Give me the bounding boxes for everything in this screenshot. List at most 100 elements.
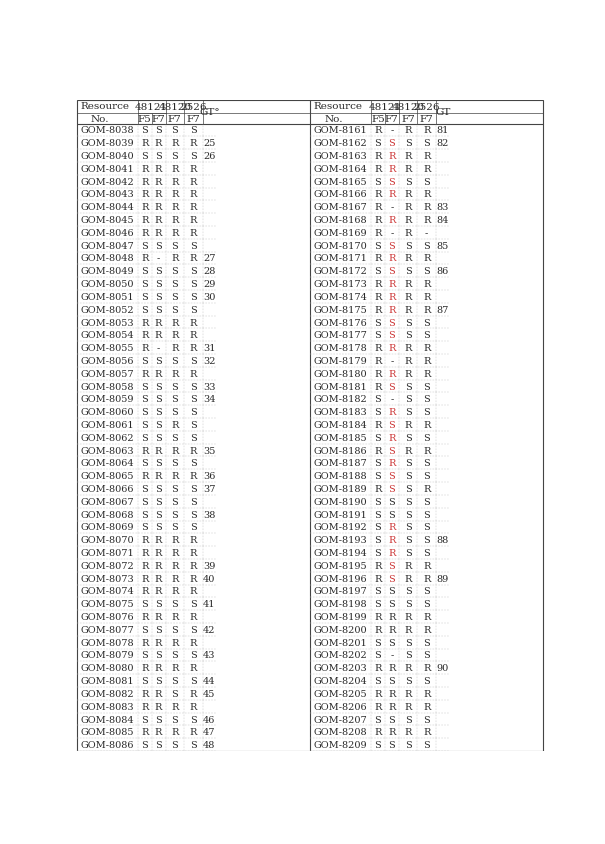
Text: R: R (423, 574, 430, 583)
Text: R: R (374, 574, 382, 583)
Text: GOM-8061: GOM-8061 (80, 420, 134, 430)
Text: R: R (388, 433, 396, 442)
Text: R: R (374, 446, 382, 455)
Text: 26: 26 (203, 152, 215, 161)
Text: R: R (171, 549, 178, 557)
Text: S: S (190, 267, 197, 276)
Text: GOM-8200: GOM-8200 (314, 625, 367, 634)
Text: 84: 84 (436, 216, 449, 225)
Text: S: S (388, 446, 395, 455)
Text: S: S (405, 408, 411, 417)
Text: S: S (171, 740, 178, 749)
Text: S: S (405, 484, 411, 494)
Text: F7: F7 (168, 115, 182, 123)
Text: S: S (424, 395, 430, 404)
Text: GOM-8174: GOM-8174 (314, 293, 368, 301)
Text: S: S (405, 651, 411, 660)
Text: GOM-8079: GOM-8079 (80, 651, 134, 660)
Text: R: R (155, 318, 162, 327)
Text: S: S (190, 306, 197, 314)
Text: S: S (374, 549, 381, 557)
Text: S: S (190, 420, 197, 430)
Text: S: S (405, 587, 411, 596)
Text: R: R (404, 702, 412, 711)
Text: S: S (171, 484, 178, 494)
Text: GOM-8176: GOM-8176 (314, 318, 368, 327)
Text: S: S (171, 356, 178, 365)
Text: R: R (374, 216, 382, 225)
Text: S: S (141, 522, 148, 532)
Text: S: S (374, 318, 381, 327)
Text: R: R (423, 356, 430, 365)
Text: S: S (388, 574, 395, 583)
Text: S: S (190, 740, 197, 749)
Text: R: R (423, 561, 430, 571)
Text: GOM-8078: GOM-8078 (80, 638, 134, 647)
Text: S: S (190, 484, 197, 494)
Text: R: R (155, 574, 162, 583)
Text: S: S (171, 510, 178, 519)
Text: R: R (404, 446, 412, 455)
Text: R: R (190, 587, 197, 596)
Text: S: S (405, 510, 411, 519)
Text: R: R (423, 127, 430, 135)
Text: R: R (190, 370, 197, 378)
Text: GOM-8191: GOM-8191 (314, 510, 368, 519)
Text: GT°: GT° (199, 108, 220, 117)
Text: S: S (171, 497, 178, 506)
Text: R: R (404, 689, 412, 698)
Text: Resource: Resource (314, 101, 363, 111)
Text: GOM-8179: GOM-8179 (314, 356, 368, 365)
Text: S: S (190, 127, 197, 135)
Text: S: S (405, 382, 411, 391)
Text: S: S (424, 472, 430, 480)
Text: S: S (190, 522, 197, 532)
Text: R: R (374, 613, 382, 621)
Text: R: R (155, 561, 162, 571)
Text: GOM-8083: GOM-8083 (80, 702, 134, 711)
Text: GOM-8167: GOM-8167 (314, 203, 368, 212)
Text: GOM-8073: GOM-8073 (80, 574, 134, 583)
Text: GOM-8076: GOM-8076 (80, 613, 134, 621)
Text: R: R (404, 203, 412, 212)
Text: S: S (190, 433, 197, 442)
Text: R: R (374, 689, 382, 698)
Text: S: S (424, 715, 430, 723)
Text: GOM-8180: GOM-8180 (314, 370, 367, 378)
Text: F7: F7 (420, 115, 434, 123)
Text: R: R (404, 293, 412, 301)
Text: R: R (404, 229, 412, 237)
Text: R: R (388, 216, 396, 225)
Text: R: R (190, 177, 197, 187)
Text: GOM-8049: GOM-8049 (80, 267, 134, 276)
Text: S: S (141, 293, 148, 301)
Text: GOM-8161: GOM-8161 (314, 127, 368, 135)
Text: GOM-8051: GOM-8051 (80, 293, 134, 301)
Text: R: R (141, 177, 148, 187)
Text: GOM-8196: GOM-8196 (314, 574, 367, 583)
Text: GOM-8038: GOM-8038 (80, 127, 134, 135)
Text: GOM-8047: GOM-8047 (80, 241, 134, 251)
Text: R: R (141, 318, 148, 327)
Text: S: S (171, 459, 178, 468)
Text: R: R (141, 254, 148, 263)
Text: F7: F7 (152, 115, 165, 123)
Text: S: S (374, 740, 381, 749)
Text: S: S (155, 356, 162, 365)
Text: GOM-8045: GOM-8045 (80, 216, 134, 225)
Text: R: R (171, 574, 178, 583)
Text: R: R (155, 165, 162, 174)
Text: S: S (141, 497, 148, 506)
Text: GOM-8066: GOM-8066 (80, 484, 134, 494)
Text: 32: 32 (203, 356, 215, 365)
Text: R: R (404, 356, 412, 365)
Text: S: S (190, 625, 197, 634)
Text: R: R (404, 254, 412, 263)
Text: R: R (423, 370, 430, 378)
Text: S: S (171, 306, 178, 314)
Text: R: R (423, 689, 430, 698)
Text: GOM-8062: GOM-8062 (80, 433, 134, 442)
Text: S: S (155, 306, 162, 314)
Text: S: S (190, 293, 197, 301)
Text: S: S (171, 152, 178, 161)
